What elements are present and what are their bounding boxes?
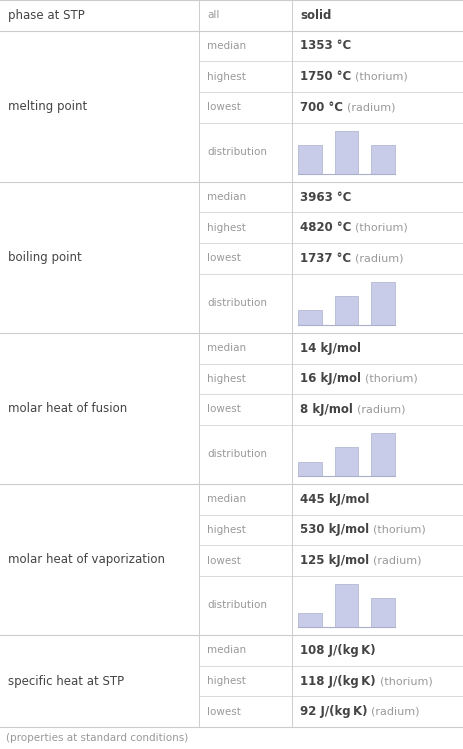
Text: distribution: distribution [207,601,267,610]
Text: distribution: distribution [207,148,267,157]
Text: (thorium): (thorium) [380,676,432,686]
Text: lowest: lowest [207,706,241,717]
Text: highest: highest [207,222,246,233]
Text: (radium): (radium) [373,556,422,565]
Bar [334,584,358,627]
Text: molar heat of fusion: molar heat of fusion [8,402,127,415]
Bar [334,447,358,476]
Text: distribution: distribution [207,449,267,459]
Text: lowest: lowest [207,404,241,414]
Text: 8 kJ/mol: 8 kJ/mol [300,403,353,416]
Text: specific heat at STP: specific heat at STP [8,675,124,688]
Text: 1353 °C: 1353 °C [300,40,351,52]
Text: 92 J/(kg K): 92 J/(kg K) [300,705,368,718]
Text: 445 kJ/mol: 445 kJ/mol [300,493,369,506]
Text: (properties at standard conditions): (properties at standard conditions) [6,733,188,743]
Text: molar heat of vaporization: molar heat of vaporization [8,553,165,566]
Text: median: median [207,192,246,202]
Text: 1737 °C: 1737 °C [300,252,351,265]
Text: solid: solid [300,9,332,22]
Text: (thorium): (thorium) [356,222,408,233]
Bar [298,613,322,627]
Text: median: median [207,41,246,51]
Text: highest: highest [207,676,246,686]
Text: boiling point: boiling point [8,251,82,264]
Text: 16 kJ/mol: 16 kJ/mol [300,372,361,385]
Text: 108 J/(kg K): 108 J/(kg K) [300,644,375,657]
Text: 4820 °C: 4820 °C [300,221,351,234]
Text: phase at STP: phase at STP [8,9,85,22]
Bar [334,296,358,325]
Text: 530 kJ/mol: 530 kJ/mol [300,524,369,536]
Text: median: median [207,494,246,504]
Text: highest: highest [207,374,246,383]
Text: all: all [207,10,219,20]
Bar [298,145,322,174]
Text: 125 kJ/mol: 125 kJ/mol [300,554,369,567]
Text: distribution: distribution [207,298,267,309]
Text: (thorium): (thorium) [355,72,408,82]
Text: (radium): (radium) [347,103,395,112]
Text: (radium): (radium) [357,404,406,414]
Text: median: median [207,343,246,354]
Text: 118 J/(kg K): 118 J/(kg K) [300,675,375,688]
Bar [371,282,394,325]
Bar [371,598,394,627]
Text: 3963 °C: 3963 °C [300,190,351,204]
Text: lowest: lowest [207,103,241,112]
Text: highest: highest [207,525,246,535]
Bar [334,130,358,174]
Text: 700 °C: 700 °C [300,101,343,114]
Bar [298,461,322,476]
Bar [371,145,394,174]
Text: lowest: lowest [207,556,241,565]
Text: (thorium): (thorium) [365,374,418,383]
Text: lowest: lowest [207,253,241,264]
Text: (radium): (radium) [371,706,420,717]
Text: 14 kJ/mol: 14 kJ/mol [300,342,361,355]
Text: (thorium): (thorium) [373,525,426,535]
Text: 1750 °C: 1750 °C [300,70,351,83]
Text: (radium): (radium) [355,253,404,264]
Text: highest: highest [207,72,246,82]
Text: melting point: melting point [8,100,87,112]
Text: median: median [207,646,246,655]
Bar [371,433,394,476]
Bar [298,311,322,325]
